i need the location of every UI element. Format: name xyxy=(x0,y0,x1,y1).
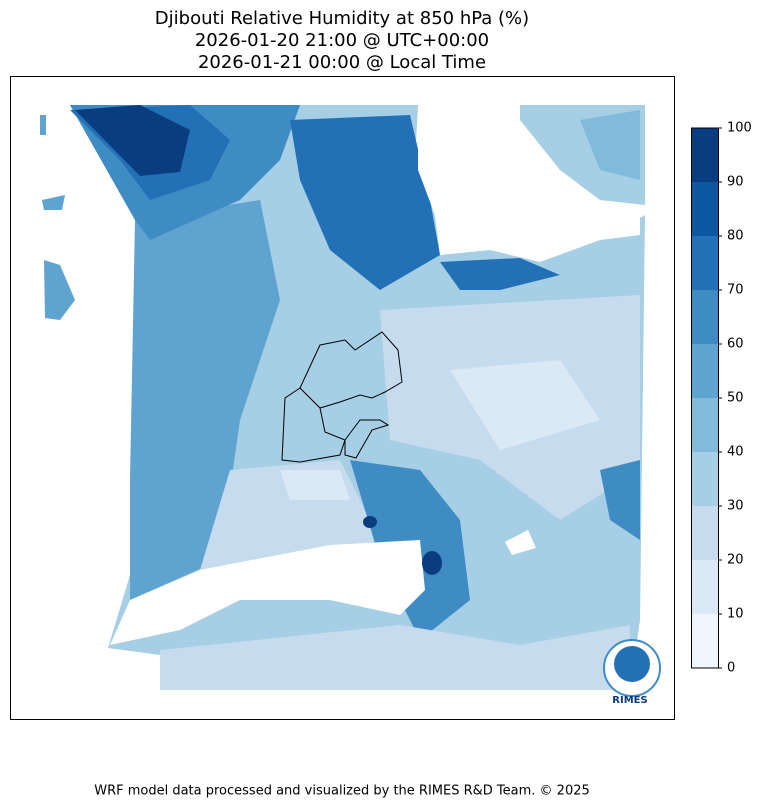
logo-text: RIMES xyxy=(612,695,647,706)
field xyxy=(450,360,600,450)
colorbar-band xyxy=(691,398,718,452)
colorbar-band xyxy=(691,290,718,344)
colorbar-band xyxy=(691,452,718,506)
title-line: 2026-01-21 00:00 @ Local Time xyxy=(198,52,486,73)
field xyxy=(160,625,630,690)
title-line: 2026-01-20 21:00 @ UTC+00:00 xyxy=(195,30,489,51)
colorbar-band xyxy=(691,236,718,290)
field xyxy=(600,460,640,540)
colorbar-band xyxy=(691,506,718,560)
tick-label: 60 xyxy=(727,337,744,352)
tick-label: 100 xyxy=(727,121,752,136)
field xyxy=(363,516,377,528)
field xyxy=(40,115,75,320)
map: RIMES xyxy=(10,76,675,720)
tick-label: 40 xyxy=(727,445,744,460)
no-data xyxy=(418,100,640,555)
tick-label: 20 xyxy=(727,553,744,568)
footer: WRF model data processed and visualized … xyxy=(94,784,590,799)
field xyxy=(440,258,560,290)
tick-label: 0 xyxy=(727,661,735,676)
field xyxy=(75,105,190,176)
colorbar-band xyxy=(691,128,718,182)
border xyxy=(281,331,403,463)
colorbar: 0 10 20 30 40 50 60 70 80 90 100 xyxy=(691,121,752,676)
field xyxy=(290,115,440,290)
tick-label: 90 xyxy=(727,175,744,190)
tick-label: 50 xyxy=(727,391,744,406)
colorbar-band xyxy=(691,344,718,398)
colorbar-band xyxy=(691,560,718,614)
field xyxy=(130,200,280,600)
tick-label: 70 xyxy=(727,283,744,298)
no-data xyxy=(110,540,425,645)
title-line: Djibouti Relative Humidity at 850 hPa (%… xyxy=(155,8,529,29)
tick-label: 30 xyxy=(727,499,744,514)
map-frame xyxy=(10,76,675,720)
field xyxy=(580,110,640,180)
logo: RIMES xyxy=(603,639,661,706)
tick-label: 10 xyxy=(727,607,744,622)
colorbar-band xyxy=(691,614,718,668)
colorbar-band xyxy=(691,182,718,236)
field xyxy=(422,551,442,575)
field xyxy=(280,470,350,500)
logo-disc xyxy=(614,646,650,682)
tick-label: 80 xyxy=(727,229,744,244)
